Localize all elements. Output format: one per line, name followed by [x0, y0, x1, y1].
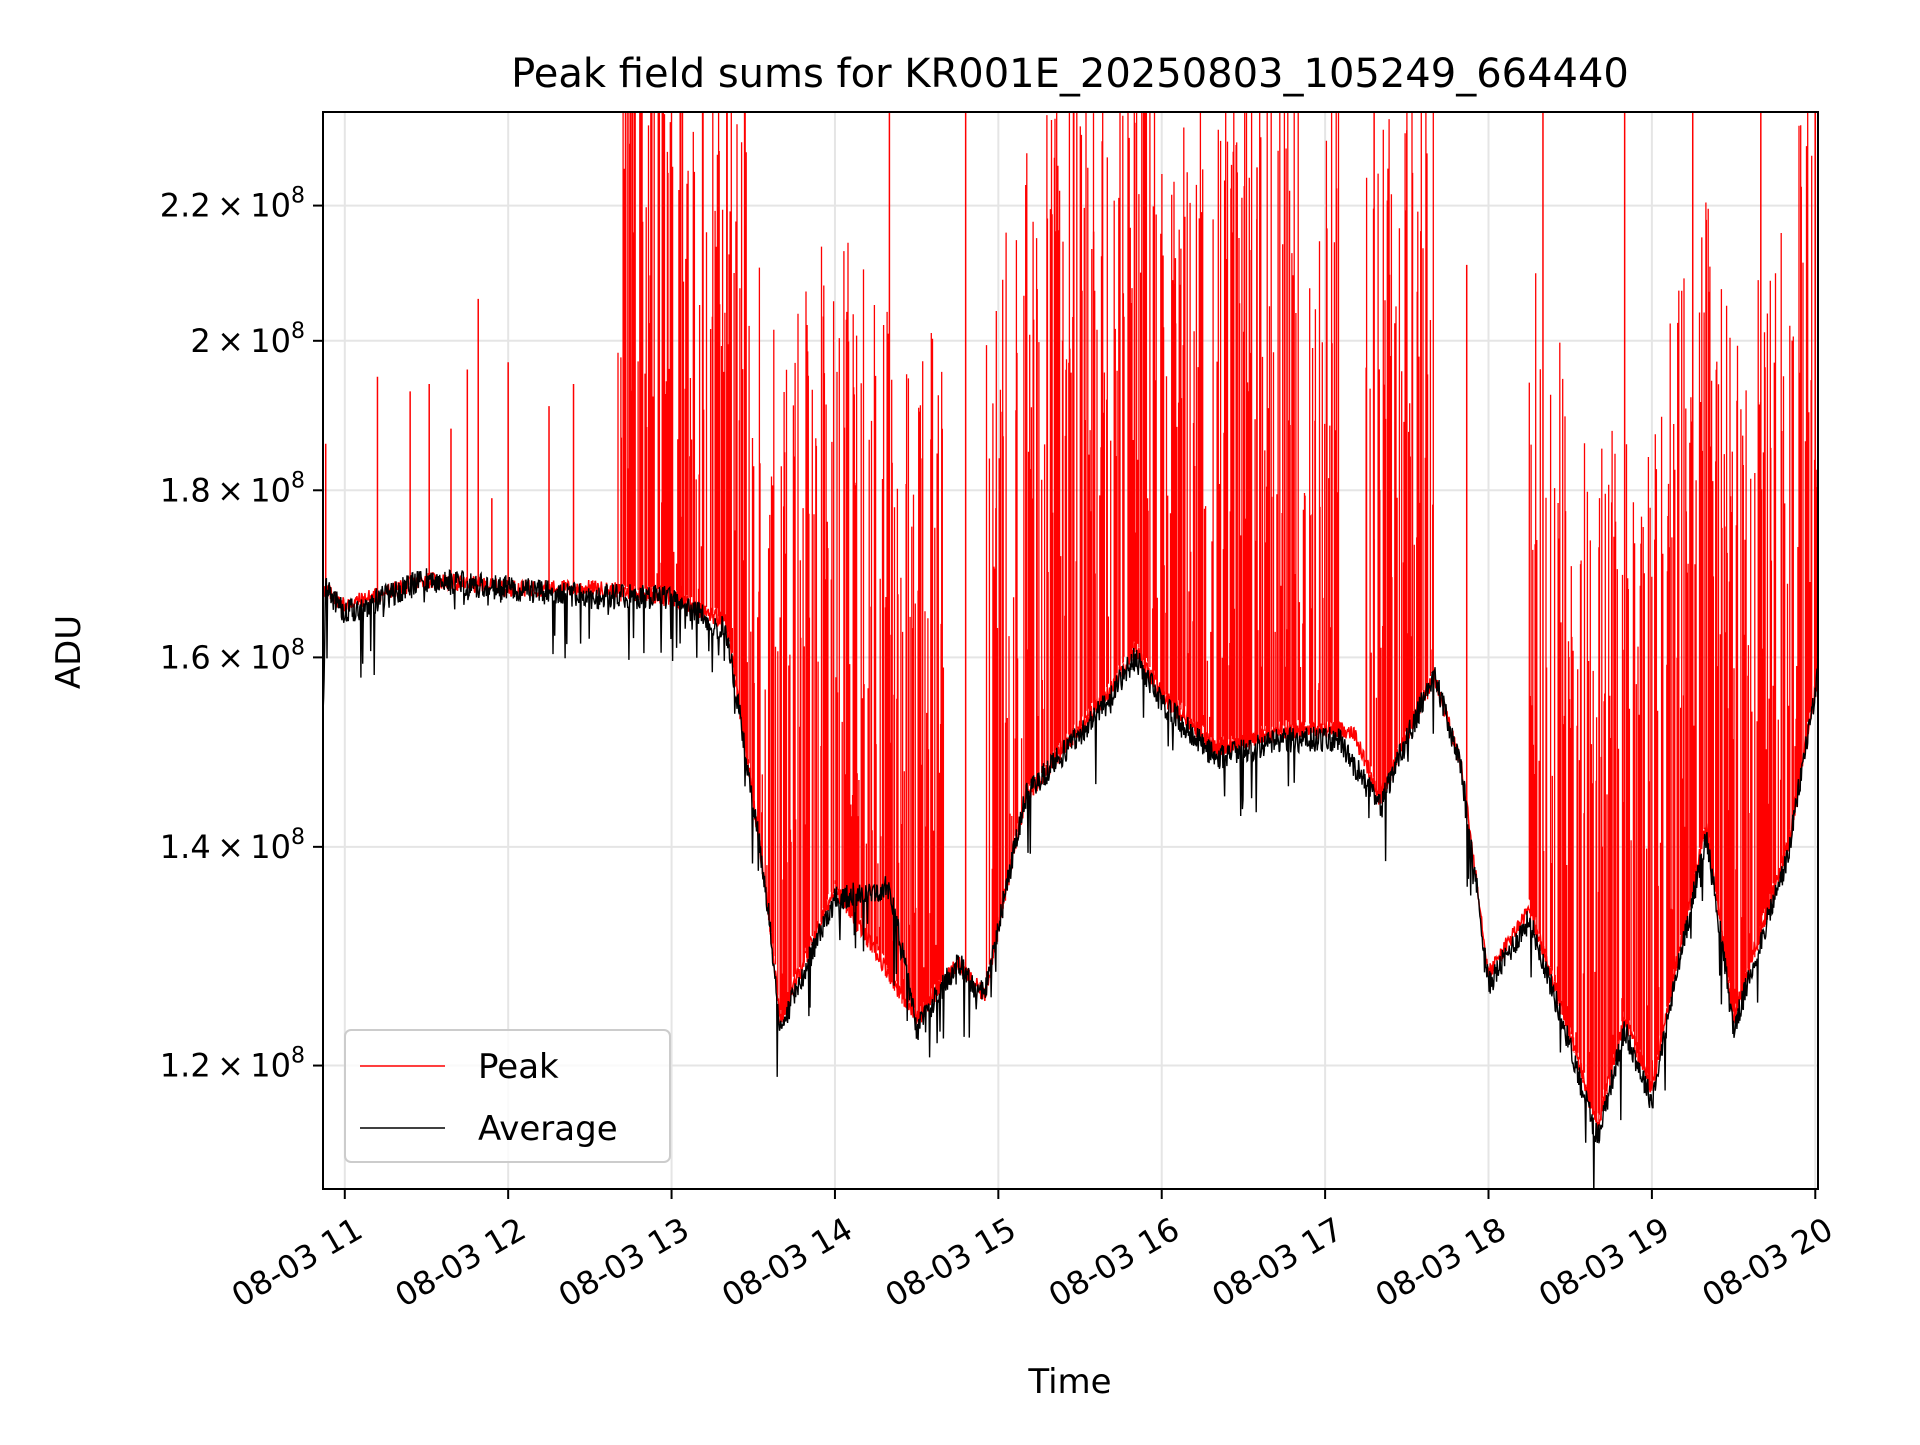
- y-tick-label: 2 × 108: [190, 319, 305, 360]
- y-axis-label: ADU: [49, 615, 89, 689]
- x-axis-label: Time: [1027, 1362, 1111, 1402]
- y-tick-label: 1.6 × 108: [160, 635, 305, 676]
- average-series-line: [323, 568, 1818, 1189]
- y-axis: 1.2 × 108 1.4 × 108 1.6 × 108 1.8 × 108 2 × …: [160, 184, 323, 1085]
- legend: Peak Average: [344, 1029, 671, 1163]
- plot-frame: [322, 111, 1819, 1190]
- chart-title: Peak field sums for KR001E_20250803_1052…: [511, 51, 1629, 97]
- y-tick-label: 1.4 × 108: [160, 825, 305, 866]
- legend-peak-label: Peak: [478, 1047, 559, 1087]
- peak-spikes-texture: [617, 112, 1818, 1123]
- y-tick-label: 2.2 × 108: [160, 184, 305, 225]
- y-tick-label: 1.8 × 108: [160, 468, 305, 509]
- legend-average-label: Average: [478, 1109, 618, 1149]
- series-layer: [323, 112, 1818, 1189]
- legend-box: [344, 1029, 671, 1163]
- y-tick-label: 1.2 × 108: [160, 1044, 305, 1085]
